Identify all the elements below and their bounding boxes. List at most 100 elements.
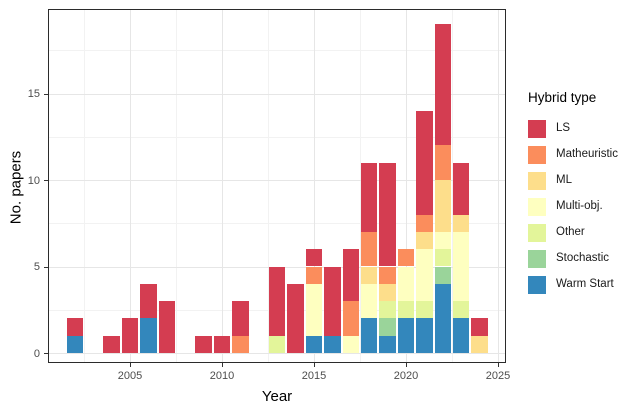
bar-segment [268,335,286,353]
bar-segment [416,214,433,232]
bar-segment [434,266,452,284]
x-tick-label: 2005 [117,370,143,382]
bar-segment [379,301,396,319]
bar-segment [66,335,84,353]
gridline-x-minor [84,10,85,362]
legend-label: LS [556,122,571,134]
gridline-x-major [498,10,499,362]
gridline-x-major [130,10,131,362]
x-axis-title: Year [261,388,293,405]
bar-segment [434,145,452,180]
legend-swatch-ml [528,172,546,190]
legend-label: Stochastic [556,252,610,264]
legend-label: ML [556,174,572,186]
bar-segment [416,301,433,319]
bar-segment [434,180,452,232]
legend-swatch-other [528,224,546,242]
gridline-x-major [222,10,223,362]
legend-entry: Stochastic [522,246,634,272]
y-tick-mark [44,353,48,354]
bar-segment [379,162,396,267]
bar-segment [397,249,415,267]
bar-segment [158,301,176,353]
bar-segment [471,318,488,336]
bar-segment [121,318,139,353]
bar-segment [416,318,433,353]
legend-swatch-ls [528,120,546,138]
bar-segment [342,301,360,336]
bar-segment [416,231,433,250]
y-tick-mark [44,180,48,181]
gridline-y-minor [49,50,505,52]
bar-segment [452,318,470,353]
gridline-x-minor [268,10,269,362]
bar-segment [452,231,470,302]
legend-label: Warm Start [556,278,614,290]
gridline-x-minor [360,10,361,362]
bar-segment [434,249,452,267]
legend-label: Other [556,226,585,238]
x-tick-mark [498,363,499,367]
bar-segment [360,318,378,353]
bar-segment [342,335,360,353]
legend-label: Matheuristic [556,148,618,160]
bar-segment [434,24,452,146]
gridline-x-minor [176,10,177,362]
bar-segment [305,266,323,284]
legend-title: Hybrid type [528,90,597,105]
bar-segment [471,335,488,353]
bar-segment [379,318,396,336]
y-axis-title: No. papers [7,150,25,225]
legend-swatch-multi-obj- [528,198,546,216]
bar-segment [195,335,212,353]
gridline-y-major [49,353,505,354]
bar-segment [287,283,304,353]
y-tick-mark [44,93,48,95]
bar-segment [342,249,360,302]
bar-segment [140,283,157,319]
bar-segment [360,162,378,232]
legend-entries: LS Matheuristic ML Multi-obj. Other Stochasti… [522,116,634,298]
bar-segment [232,301,249,336]
x-tick-mark [406,363,407,367]
gridline-x-major [406,10,407,362]
bar-segment [452,162,470,215]
gridline-y-minor [49,136,505,138]
gridline-x-major [314,10,315,362]
y-tick-label: 10 [27,174,40,187]
bar-segment [66,318,84,336]
bar-segment [360,283,378,319]
x-tick-label: 2025 [485,370,511,382]
bar-segment [397,266,415,302]
y-tick-label: 15 [27,88,40,100]
y-tick-label: 0 [33,347,40,360]
gridline-x-minor [452,10,453,362]
legend-label: Multi-obj. [556,200,603,212]
legend-entry: ML [522,168,634,194]
legend: Hybrid type LS Matheuristic ML Multi-obj. Ot… [522,90,634,298]
gridline-y-major [49,180,505,181]
bar-segment [305,335,323,353]
bar-segment [213,335,231,353]
bar-segment [324,335,341,353]
legend-entry: LS [522,116,634,142]
bar-segment [452,214,470,232]
bar-segment [268,266,286,336]
bar-segment [379,266,396,284]
bar-segment [360,266,378,284]
plot-panel [48,9,506,363]
bar-segment [379,283,396,302]
bar-segment [397,318,415,353]
gridline-y-minor [49,223,505,225]
bar-segment [305,283,323,336]
bar-segment [416,110,433,215]
y-tick-mark [44,266,48,268]
legend-entry: Other [522,220,634,246]
bar-segment [379,335,396,353]
legend-entry: Multi-obj. [522,194,634,220]
bar-segment [140,318,157,353]
x-tick-mark [130,363,131,367]
legend-entry: Matheuristic [522,142,634,168]
x-tick-label: 2020 [393,370,419,382]
